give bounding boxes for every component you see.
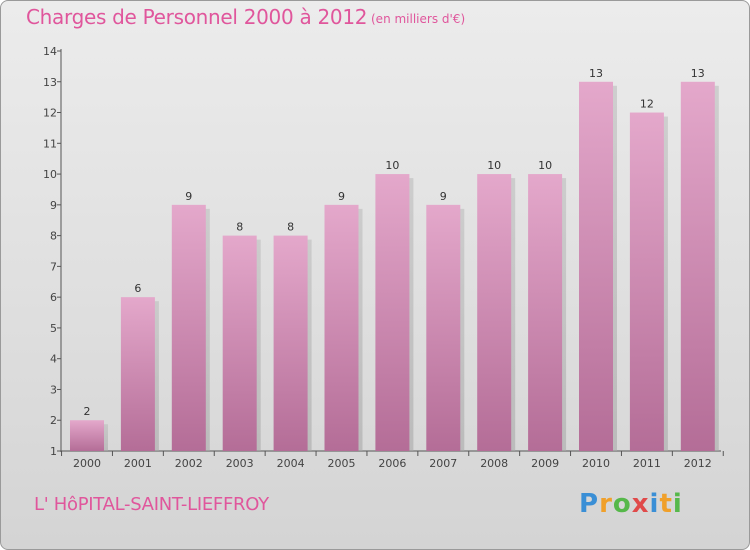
commune-name: L' HôPITAL-SAINT-LIEFFROY (34, 494, 269, 515)
logo-letter: r (599, 489, 613, 519)
bar-value-label: 6 (134, 282, 141, 295)
y-tick-label: 14 (43, 45, 57, 58)
x-tick-label: 2001 (124, 457, 152, 470)
x-tick-label: 2012 (684, 457, 712, 470)
logo-letter: i (672, 489, 683, 519)
bar-value-label: 10 (538, 159, 552, 172)
logo-letter: i (649, 489, 660, 519)
bar-value-label: 8 (287, 221, 294, 234)
bar (324, 204, 359, 451)
y-tick-label: 6 (50, 291, 57, 304)
bar-value-label: 9 (440, 190, 447, 203)
bar (528, 174, 563, 452)
logo-letter: t (659, 489, 673, 519)
bar (426, 204, 461, 451)
logo-letter: P (579, 489, 600, 519)
proxiti-logo: Proxiti (579, 489, 683, 519)
y-tick-label: 1 (50, 445, 57, 458)
y-tick-label: 3 (50, 383, 57, 396)
bar-value-label: 13 (691, 67, 705, 80)
bar-value-label: 10 (487, 159, 501, 172)
x-tick-label: 2006 (378, 457, 406, 470)
y-tick-label: 4 (50, 353, 57, 366)
y-tick-label: 10 (43, 168, 57, 181)
y-tick-label: 9 (50, 199, 57, 212)
bar (629, 112, 664, 452)
data-labels: 2 6 9 8 8 9 10 9 10 10 13 12 13 (84, 67, 705, 418)
x-tick-label: 2002 (175, 457, 203, 470)
y-tick-label: 8 (50, 230, 57, 243)
y-tick-label: 12 (43, 107, 57, 120)
chart-subtitle: (en milliers d'€) (371, 12, 466, 26)
bar (477, 174, 512, 452)
chart-title: Charges de Personnel 2000 à 2012 (26, 5, 368, 29)
bar-value-label: 8 (236, 221, 243, 234)
bar-value-label: 10 (385, 159, 399, 172)
x-tick-label: 2011 (633, 457, 661, 470)
logo-letter: x (631, 489, 650, 519)
bar (579, 81, 613, 452)
bar-value-label: 13 (589, 67, 603, 80)
bar (273, 235, 308, 451)
bar (120, 297, 155, 451)
logo-letter: o (612, 489, 632, 519)
bar-value-label: 9 (185, 190, 192, 203)
y-tick-label: 13 (43, 76, 57, 89)
bars (70, 81, 719, 452)
y-tick-label: 2 (50, 414, 57, 427)
x-tick-label: 2007 (429, 457, 457, 470)
y-tick-label: 5 (50, 322, 57, 335)
bar-value-label: 9 (338, 190, 345, 203)
x-tick-label: 2008 (480, 457, 508, 470)
bar (375, 174, 410, 452)
x-tick-label: 2009 (531, 457, 559, 470)
x-tick-label: 2010 (582, 457, 610, 470)
y-tick-label: 7 (50, 260, 57, 273)
bar (222, 235, 257, 451)
bar-value-label: 12 (640, 98, 654, 111)
bar (70, 420, 104, 451)
bar (680, 81, 715, 452)
x-tick-label: 2004 (277, 457, 305, 470)
x-tick-label: 2000 (73, 457, 101, 470)
x-tick-label: 2005 (328, 457, 356, 470)
y-tick-label: 11 (43, 137, 57, 150)
bar-value-label: 2 (84, 405, 91, 418)
x-tick-label: 2003 (226, 457, 254, 470)
bar (171, 204, 206, 451)
